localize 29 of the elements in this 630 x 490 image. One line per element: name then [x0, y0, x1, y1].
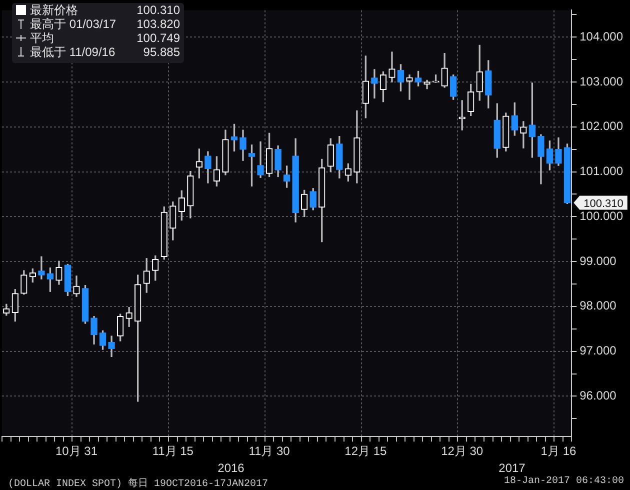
- text: 18-Jan-2017 06:43:00: [504, 476, 624, 487]
- text: 2017: [498, 461, 526, 475]
- x-tick-label: 12月 30: [441, 444, 484, 458]
- x-tick-label: 12月 15: [344, 444, 388, 458]
- y-tick-label: 102.000: [580, 119, 624, 134]
- y-tick-label: 99.000: [580, 254, 617, 268]
- y-tick-label: 96.000: [580, 388, 617, 403]
- text: 100.310: [584, 198, 624, 210]
- x-tick-label: 1月 16: [540, 444, 576, 458]
- text: 最低于 11/09/16 95.885: [30, 45, 180, 59]
- text: 平均 100.749: [30, 31, 180, 45]
- candlestick: [520, 121, 527, 148]
- candlestick: [371, 69, 378, 99]
- x-tick-label: 11月 15: [152, 444, 194, 458]
- y-tick-label: 104.000: [580, 29, 624, 44]
- annotation: 100.310: [136, 3, 180, 17]
- y-tick-label: 103.000: [580, 74, 624, 88]
- x-tick-label: 11月 30: [248, 444, 290, 458]
- y-tick-label: 100.000: [580, 208, 624, 223]
- text: 最高于 01/03/17 103.820: [30, 17, 180, 31]
- y-tick-label: 98.000: [580, 298, 617, 313]
- text: 最新价格: [30, 3, 78, 17]
- text: 2016: [216, 461, 246, 475]
- candlestick: [38, 256, 45, 280]
- x-tick-label: 10月 31: [55, 444, 98, 458]
- y-tick-label: 101.000: [580, 164, 624, 178]
- candlestick: [406, 74, 413, 100]
- text: (DOLLAR INDEX SPOT) 每日 19OCT2016-17JAN2017: [8, 477, 268, 490]
- y-tick-label: 97.000: [580, 344, 617, 358]
